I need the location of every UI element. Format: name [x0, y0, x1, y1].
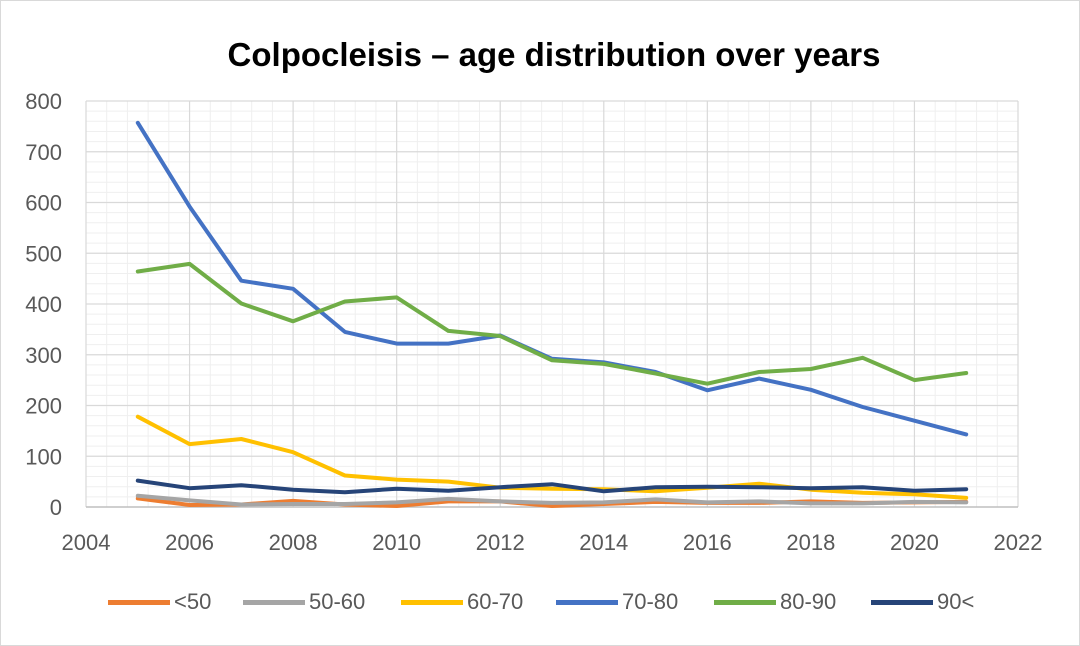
- legend-label: 80-90: [780, 589, 837, 614]
- legend-label: 60-70: [467, 589, 524, 614]
- legend-item: 90<: [871, 585, 974, 619]
- x-tick-label: 2014: [579, 530, 628, 555]
- legend: <50 50-60 60-70 70-80 80-90 90<: [0, 585, 1080, 619]
- series-line: [135, 414, 969, 500]
- x-tick-label: 2004: [62, 530, 111, 555]
- legend-item: 50-60: [243, 585, 365, 619]
- legend-swatch: [871, 599, 933, 605]
- y-tick-label: 0: [50, 495, 62, 520]
- y-tick-label: 300: [25, 343, 62, 368]
- y-tick-label: 200: [25, 394, 62, 419]
- series-line: [135, 493, 969, 507]
- legend-label: 50-60: [309, 589, 366, 614]
- y-tick-label: 400: [25, 292, 62, 317]
- axes: 0 100 200 300 400 500 600 700 800 2004 2006 2008 201…: [25, 89, 1042, 555]
- x-tick-label: 2016: [683, 530, 732, 555]
- y-tick-label: 700: [25, 140, 62, 165]
- legend-label: <50: [174, 589, 212, 614]
- series-line: [135, 261, 969, 386]
- y-tick-label: 100: [25, 444, 62, 469]
- chart-title: Colpocleisis – age distribution over yea…: [227, 36, 881, 73]
- series-line: [135, 120, 969, 437]
- legend-item: 80-90: [714, 585, 836, 619]
- legend-label: 90<: [937, 589, 975, 614]
- x-tick-label: 2012: [476, 530, 525, 555]
- x-tick-label: 2022: [994, 530, 1043, 555]
- legend-swatch: [401, 599, 463, 605]
- y-tick-label: 800: [25, 89, 62, 114]
- x-tick-label: 2010: [372, 530, 421, 555]
- legend-item: 70-80: [556, 585, 678, 619]
- legend-item: 60-70: [401, 585, 523, 619]
- series-lines: [135, 120, 969, 508]
- grid-lines: [85, 100, 1019, 507]
- legend-swatch: [108, 599, 170, 605]
- x-tick-label: 2020: [890, 530, 939, 555]
- legend-swatch: [714, 599, 776, 605]
- legend-swatch: [556, 599, 618, 605]
- legend-swatch: [243, 599, 305, 605]
- series-line: [135, 478, 969, 495]
- x-tick-label: 2006: [165, 530, 214, 555]
- y-tick-label: 500: [25, 241, 62, 266]
- y-tick-label: 600: [25, 191, 62, 216]
- legend-item: <50: [108, 585, 211, 619]
- legend-label: 70-80: [622, 589, 679, 614]
- x-tick-label: 2008: [269, 530, 318, 555]
- x-tick-label: 2018: [786, 530, 835, 555]
